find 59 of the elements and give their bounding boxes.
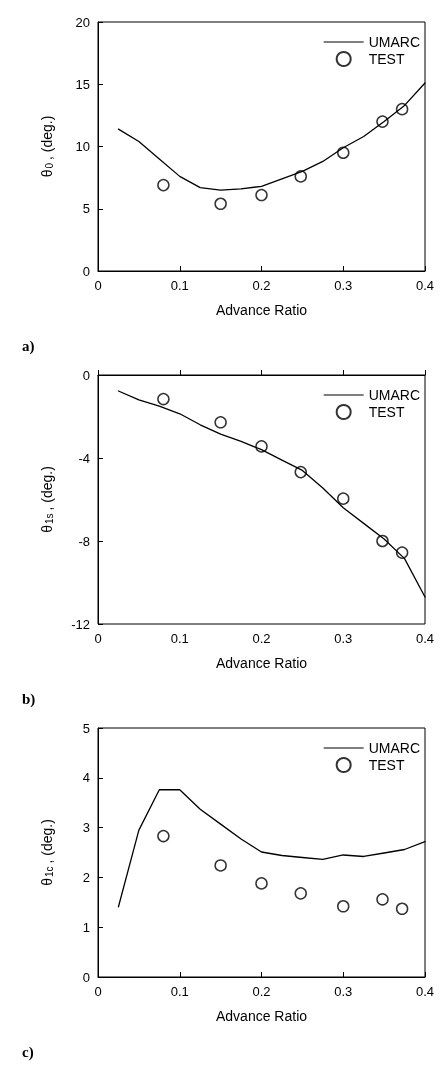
y-tick-label: -8 <box>78 533 90 549</box>
point <box>337 900 350 913</box>
x-tick-label: 0.1 <box>170 984 189 999</box>
point <box>157 178 170 192</box>
x-tick-label: 0.2 <box>252 631 271 646</box>
y-tick-label: 5 <box>82 720 90 736</box>
y-axis-title: θ0, (deg.) <box>39 115 55 178</box>
y-tick-label: 3 <box>82 820 90 836</box>
y-tick-label: 5 <box>82 201 90 217</box>
legend-label: TEST <box>368 404 405 420</box>
y-axis-title: θ1c, (deg.) <box>39 819 55 886</box>
x-tick-label: 0.2 <box>252 278 271 293</box>
legend-label: TEST <box>368 757 405 773</box>
x-tick-label: 0.4 <box>415 631 435 646</box>
legend-label: UMARC <box>368 740 421 756</box>
legend-label: UMARC <box>368 34 421 50</box>
x-tick-label: 0.1 <box>170 278 189 293</box>
point <box>395 902 409 916</box>
text: b) <box>22 690 36 708</box>
x-tick-label: 0.3 <box>334 278 353 293</box>
point <box>255 188 268 202</box>
x-axis-title: Advance Ratio <box>215 1008 308 1024</box>
point <box>376 893 389 906</box>
x-tick-label: 0.3 <box>334 984 353 999</box>
y-tick-label: 20 <box>75 14 90 30</box>
y-tick-label: 0 <box>82 263 90 279</box>
y-tick-label: 10 <box>75 139 90 154</box>
point <box>294 887 307 900</box>
y-axis-title: θ1s, (deg.) <box>39 466 55 533</box>
y-tick-label: 15 <box>75 76 90 92</box>
y-tick-label: -4 <box>78 450 90 466</box>
y-tick-label: 0 <box>82 969 90 985</box>
x-axis-title: Advance Ratio <box>215 655 308 671</box>
point <box>214 197 227 211</box>
y-tick-label: -12 <box>71 616 90 632</box>
text: a) <box>22 337 35 355</box>
y-tick-label: 0 <box>82 367 90 383</box>
text: c) <box>22 1043 34 1061</box>
x-tick-label: 0 <box>94 984 102 999</box>
x-tick-label: 0.3 <box>334 631 353 646</box>
y-tick-label: 1 <box>82 919 90 935</box>
y-tick-label: 4 <box>82 770 90 786</box>
point <box>214 859 227 872</box>
x-tick-label: 0.4 <box>415 278 435 293</box>
x-tick-label: 0 <box>94 631 102 646</box>
point <box>157 829 170 843</box>
point <box>214 416 227 429</box>
point <box>157 392 170 406</box>
x-tick-label: 0.4 <box>415 984 435 999</box>
x-tick-label: 0.2 <box>252 984 271 999</box>
point <box>337 492 350 505</box>
legend-label: UMARC <box>368 387 421 403</box>
point <box>294 170 307 183</box>
x-tick-label: 0.1 <box>170 631 189 646</box>
y-tick-label: 2 <box>82 869 90 885</box>
x-tick-label: 0 <box>94 278 102 293</box>
x-axis-title: Advance Ratio <box>215 302 308 318</box>
point <box>255 877 268 890</box>
legend-label: TEST <box>368 51 405 67</box>
